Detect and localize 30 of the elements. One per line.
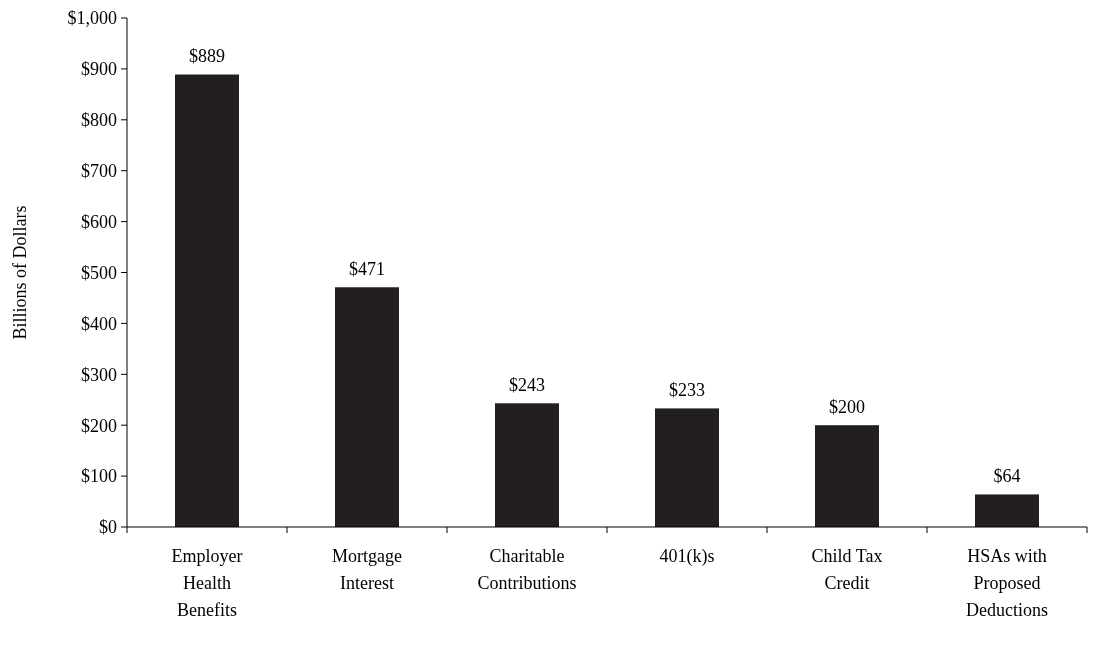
bar — [655, 408, 719, 527]
data-label: $200 — [829, 397, 865, 418]
data-label: $471 — [349, 259, 385, 280]
y-tick-label: $200 — [81, 415, 117, 436]
data-label: $889 — [189, 46, 225, 67]
y-tick-label: $900 — [81, 59, 117, 80]
y-tick-label: $800 — [81, 110, 117, 131]
x-tick-label: Mortgage Interest — [332, 546, 402, 593]
y-tick-label: $400 — [81, 313, 117, 334]
y-tick-label: $1,000 — [67, 8, 117, 29]
data-label: $64 — [993, 466, 1021, 487]
x-tick-label: Child Tax Credit — [811, 546, 883, 593]
y-axis-title: Billions of Dollars — [10, 205, 30, 340]
y-tick-label: $500 — [81, 262, 117, 283]
bar — [335, 287, 399, 527]
data-label: $233 — [669, 380, 705, 401]
y-tick-label: $0 — [99, 517, 117, 538]
x-tick-label: HSAs with Proposed Deductions — [966, 546, 1048, 620]
bar — [175, 74, 239, 527]
y-tick-label: $300 — [81, 364, 117, 385]
data-label: $243 — [509, 375, 545, 396]
bar — [815, 425, 879, 527]
y-tick-label: $600 — [81, 211, 117, 232]
bar — [495, 403, 559, 527]
bar — [975, 494, 1039, 527]
y-tick-label: $100 — [81, 466, 117, 487]
x-tick-label: Charitable Contributions — [477, 546, 577, 593]
x-tick-label: 401(k)s — [659, 546, 715, 567]
x-tick-label: Employer Health Benefits — [171, 546, 243, 620]
y-tick-label: $700 — [81, 161, 117, 181]
